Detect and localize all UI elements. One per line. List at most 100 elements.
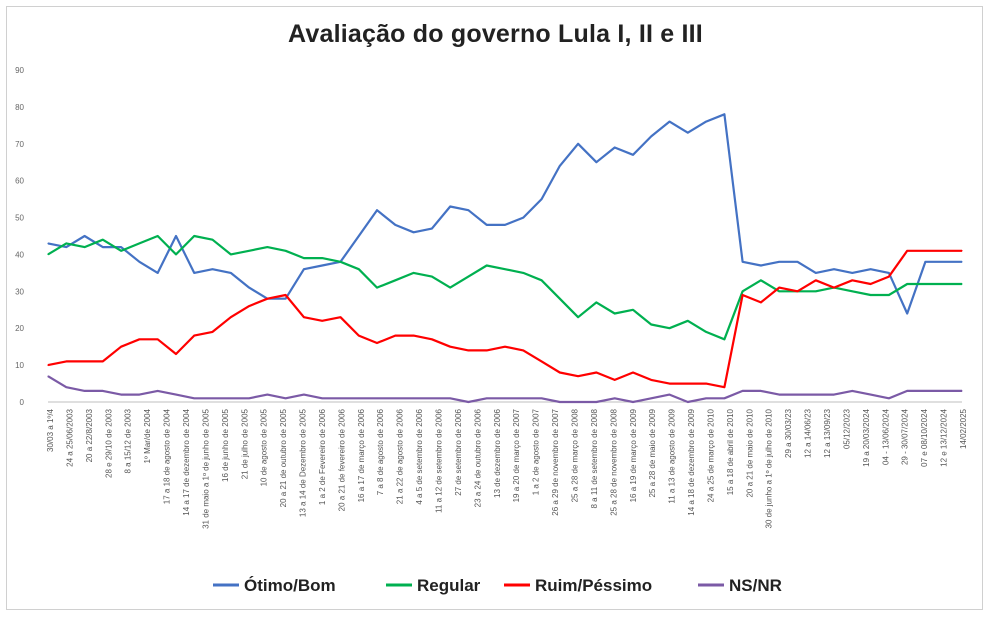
data-point [760,301,762,303]
data-point [559,371,561,374]
data-point [870,283,872,285]
data-point [796,394,799,396]
data-point [851,279,853,281]
data-point [870,294,872,296]
data-point [157,235,159,237]
data-point [851,272,853,274]
data-point [888,275,890,278]
data-point [303,268,305,270]
legend-label: Ótimo/Bom [244,576,336,595]
data-point [632,401,634,403]
data-point [413,272,415,274]
x-tick-label: 7 a 8 de agosto de 2006 [376,408,385,495]
data-point [486,397,488,399]
data-point [486,264,488,267]
data-point [815,272,817,274]
data-point [248,287,250,289]
x-tick-label: 16 de junho de 2005 [221,408,230,482]
x-tick-label: 11 a 13 de agosto de 2009 [668,408,677,503]
x-tick-label: 27 de setembro de 2006 [454,408,463,495]
data-point [285,294,287,296]
x-tick-label: 14 a 18 de dezembro de 2009 [687,408,696,515]
data-point [120,346,122,348]
data-point [321,320,323,322]
data-point [248,305,250,307]
y-tick-label: 60 [15,177,24,186]
data-point [230,272,232,274]
data-point [742,261,744,263]
x-tick-label: 13 de dezembro de 2006 [493,408,502,498]
data-point [47,253,49,256]
data-point [833,394,835,396]
data-point [120,246,122,248]
data-point [486,349,488,351]
x-tick-label: 20 a 21 de outubro de 2005 [279,408,288,507]
data-point [943,250,945,252]
data-point [614,397,616,399]
x-tick-label: 12 a 14/06/23 [804,408,813,457]
data-point [65,386,67,388]
data-point [778,287,780,289]
data-point [467,275,470,278]
data-point [906,390,908,392]
data-point [376,342,378,344]
x-tick-label: 25 a 28 de março de 2008 [570,408,579,502]
data-point [614,146,616,149]
y-tick-label: 90 [15,66,24,75]
data-point [431,275,433,278]
x-axis-ticks: 30/03 a 1º/4 24 a 25/06/2003 20 a 22/8/200… [46,408,968,528]
x-tick-label: 04 - 13/06/2024 [881,408,890,465]
y-axis-ticks: 0 10 20 30 40 50 60 70 80 90 [15,66,24,407]
data-point [47,364,49,366]
data-point [394,279,396,281]
data-point [339,261,342,263]
data-point [559,165,561,167]
data-point [742,290,744,292]
data-point [888,397,890,399]
data-point [413,335,415,337]
data-point [559,298,561,300]
data-point [943,283,945,285]
x-tick-label: 28 e 29/10 de 2003 [104,408,113,478]
data-point [833,287,835,289]
data-point [504,224,506,226]
chart-frame [6,6,983,610]
data-point [303,257,305,259]
x-tick-label: 31 de maio a 1º de junho de 2005 [201,408,210,528]
data-point [138,242,140,244]
data-point [705,382,707,385]
data-point [522,397,524,399]
data-point [668,382,671,385]
data-point [778,290,780,292]
data-point [193,397,195,399]
data-point [650,135,652,137]
x-tick-label: 14 a 17 de dezembro de 2004 [182,408,191,515]
data-point [687,132,689,134]
data-point [906,283,908,285]
data-point [449,346,451,348]
data-point [760,264,762,267]
x-tick-label: 10 de agosto de 2005 [260,408,269,486]
data-point [668,121,671,123]
legend-label: NS/NR [729,576,782,595]
data-point [83,360,86,363]
data-point [924,390,927,392]
data-point [303,316,305,318]
data-point [888,294,890,296]
data-point [65,246,67,248]
data-point [47,242,49,244]
data-point [577,143,579,145]
data-point [83,390,86,392]
data-point [632,309,634,311]
x-tick-label: 13 a 14 de Dezembro de 2005 [299,408,308,517]
x-tick-label: 15 a 18 de abril de 2010 [726,408,735,495]
data-point [632,154,634,156]
data-point [778,261,780,263]
x-tick-label: 29 a 30/03/23 [784,408,793,457]
data-point [467,401,470,403]
data-point [431,338,433,340]
data-point [175,235,177,237]
data-point [83,246,86,248]
data-point [358,335,360,337]
data-point [614,379,616,381]
